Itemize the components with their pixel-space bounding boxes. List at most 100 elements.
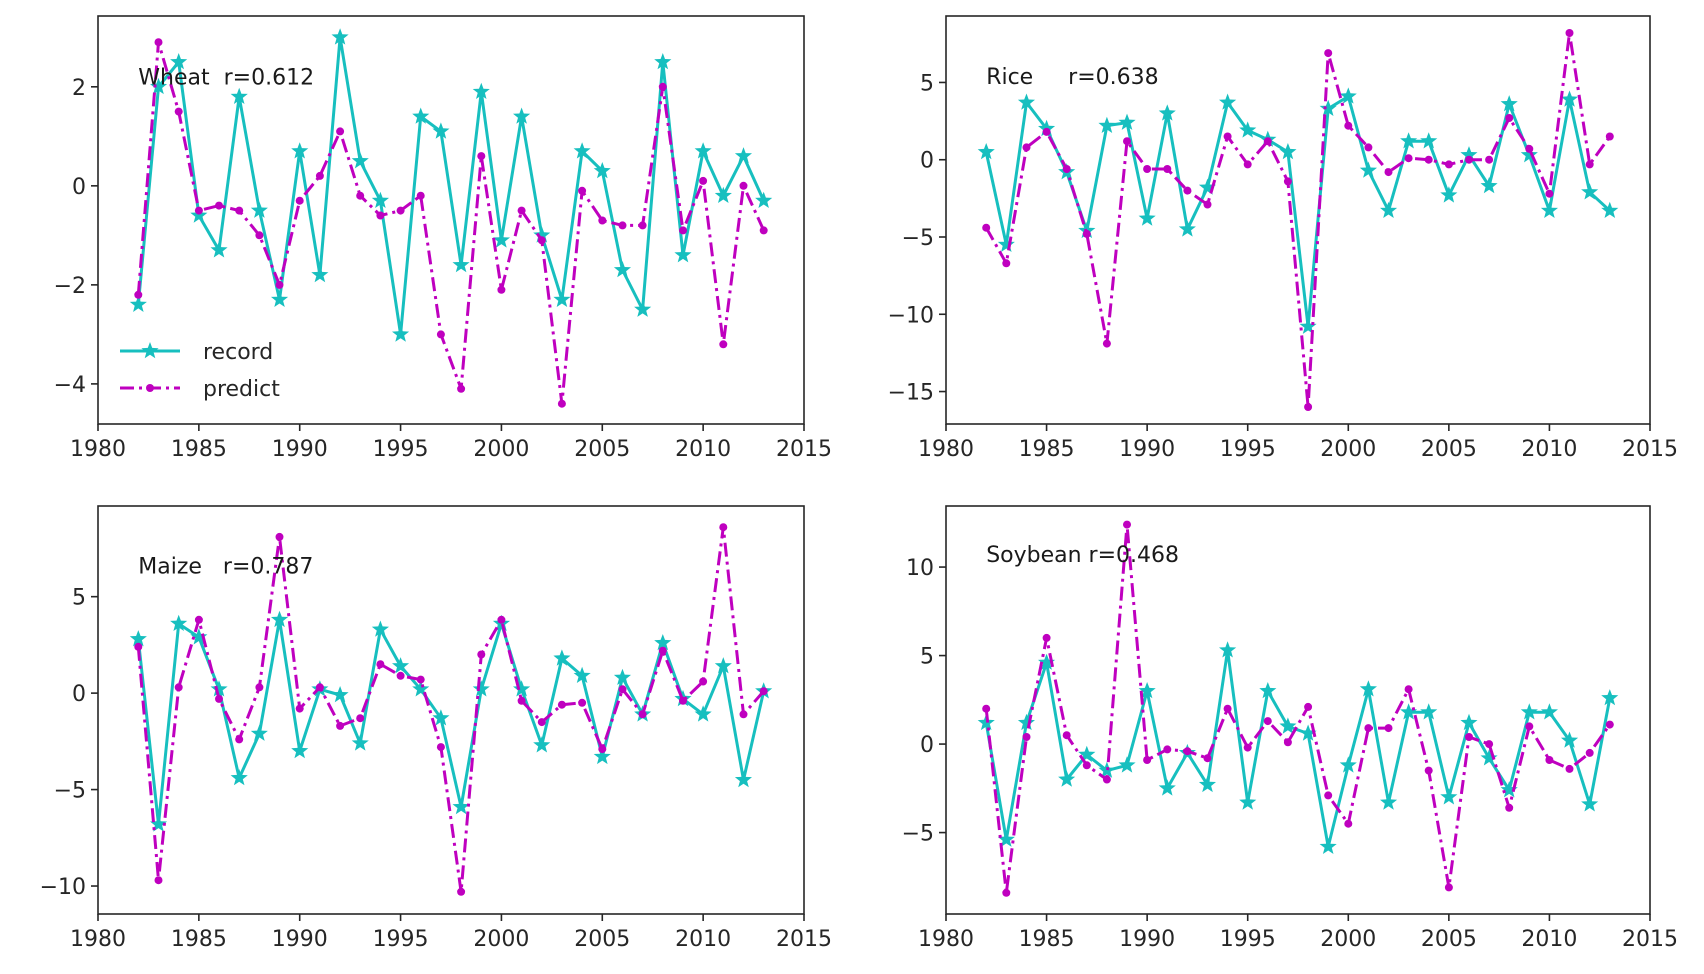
x-tick-label: 2000 bbox=[1320, 437, 1376, 462]
record-point bbox=[1319, 99, 1337, 116]
record-point bbox=[1520, 703, 1538, 720]
predict-point bbox=[477, 650, 486, 659]
record-point bbox=[1198, 178, 1216, 195]
x-tick-label: 1985 bbox=[1019, 437, 1075, 462]
series-predict-line bbox=[984, 523, 1612, 895]
record-point bbox=[1098, 116, 1116, 133]
record-point bbox=[331, 28, 349, 45]
x-tick-label: 2000 bbox=[473, 437, 529, 462]
axes-frame bbox=[945, 15, 1651, 425]
predict-point bbox=[1485, 155, 1494, 164]
y-tick-label: 0 bbox=[920, 149, 934, 174]
predict-point bbox=[1042, 633, 1051, 642]
record-point bbox=[755, 191, 773, 208]
predict-point bbox=[1444, 883, 1453, 892]
record-point bbox=[674, 246, 692, 263]
x-tick-label: 1990 bbox=[1119, 927, 1175, 952]
predict-point bbox=[1324, 791, 1333, 800]
x-tick-label: 2015 bbox=[1622, 437, 1678, 462]
record-point bbox=[1339, 756, 1357, 773]
predict-point bbox=[1324, 49, 1333, 58]
record-point bbox=[1440, 186, 1458, 203]
record-point bbox=[210, 680, 228, 697]
series-predict-line bbox=[984, 31, 1612, 409]
predict-point bbox=[1565, 764, 1574, 773]
record-point bbox=[271, 290, 289, 307]
record-point bbox=[573, 142, 591, 159]
x-tick-label: 2015 bbox=[776, 927, 832, 952]
record-point bbox=[190, 628, 208, 645]
predict-point bbox=[537, 718, 546, 727]
record-point bbox=[1380, 201, 1398, 218]
predict-point bbox=[1243, 160, 1252, 169]
predict-point bbox=[376, 660, 385, 669]
record-point bbox=[250, 724, 268, 741]
predict-point bbox=[1364, 724, 1373, 733]
x-tick-label: 2000 bbox=[1320, 927, 1376, 952]
record-point bbox=[351, 734, 369, 751]
record-point bbox=[714, 657, 732, 674]
predict-point bbox=[719, 523, 728, 532]
x-tick-label: 2010 bbox=[675, 927, 731, 952]
record-point bbox=[997, 235, 1015, 252]
predict-point bbox=[275, 280, 284, 289]
record-point bbox=[533, 226, 551, 243]
record-point bbox=[1500, 781, 1518, 798]
predict-point bbox=[255, 683, 264, 692]
predict-point bbox=[336, 127, 345, 136]
record-point bbox=[1480, 749, 1498, 766]
record-point bbox=[351, 152, 369, 169]
record-point bbox=[997, 830, 1015, 847]
predict-point bbox=[1404, 685, 1413, 694]
x-tick-label: 2000 bbox=[473, 927, 529, 952]
record-point bbox=[412, 107, 430, 124]
predict-point bbox=[134, 290, 143, 299]
record-point bbox=[1500, 95, 1518, 112]
predict-point bbox=[578, 186, 587, 195]
predict-point bbox=[1082, 229, 1091, 238]
predict-point bbox=[194, 615, 203, 624]
annotation-rice: Rice r=0.638 bbox=[986, 65, 1158, 90]
x-tick-label: 1985 bbox=[171, 927, 227, 952]
predict-point bbox=[598, 216, 607, 225]
predict-point bbox=[1344, 121, 1353, 130]
record-point bbox=[734, 147, 752, 164]
predict-point bbox=[215, 694, 223, 703]
predict-point bbox=[154, 876, 163, 885]
predict-point bbox=[618, 221, 627, 230]
record-point bbox=[371, 191, 389, 208]
record-point bbox=[150, 815, 168, 832]
record-point bbox=[1540, 703, 1558, 720]
record-point bbox=[1138, 209, 1156, 226]
x-tick-label: 2005 bbox=[1421, 437, 1477, 462]
predict-point bbox=[1384, 724, 1393, 733]
x-tick-label: 1995 bbox=[373, 437, 429, 462]
predict-point bbox=[598, 745, 607, 754]
x-tick-label: 1995 bbox=[1220, 437, 1276, 462]
predict-point bbox=[235, 206, 244, 215]
axes-frame bbox=[97, 15, 805, 425]
record-point bbox=[1540, 201, 1558, 218]
record-point bbox=[654, 53, 672, 70]
predict-point bbox=[982, 223, 991, 232]
record-point bbox=[1078, 745, 1096, 762]
y-tick-label: −10 bbox=[40, 875, 86, 900]
predict-point bbox=[1143, 756, 1152, 764]
predict-point bbox=[416, 191, 425, 200]
y-tick-label: 5 bbox=[920, 645, 934, 670]
predict-point bbox=[396, 206, 405, 215]
predict-point bbox=[1545, 189, 1554, 198]
predict-point bbox=[1404, 154, 1413, 163]
predict-point bbox=[759, 687, 768, 696]
series-predict-line bbox=[136, 40, 766, 406]
record-point bbox=[452, 797, 470, 815]
x-tick-label: 1995 bbox=[1220, 927, 1276, 952]
predict-point bbox=[1485, 740, 1494, 749]
record-point bbox=[472, 680, 490, 697]
predict-point bbox=[1444, 160, 1453, 169]
record-point bbox=[1017, 93, 1035, 110]
predict-point bbox=[1304, 702, 1313, 711]
series-predict-line bbox=[136, 525, 765, 894]
predict-point bbox=[699, 176, 708, 185]
predict-point bbox=[1183, 747, 1192, 756]
